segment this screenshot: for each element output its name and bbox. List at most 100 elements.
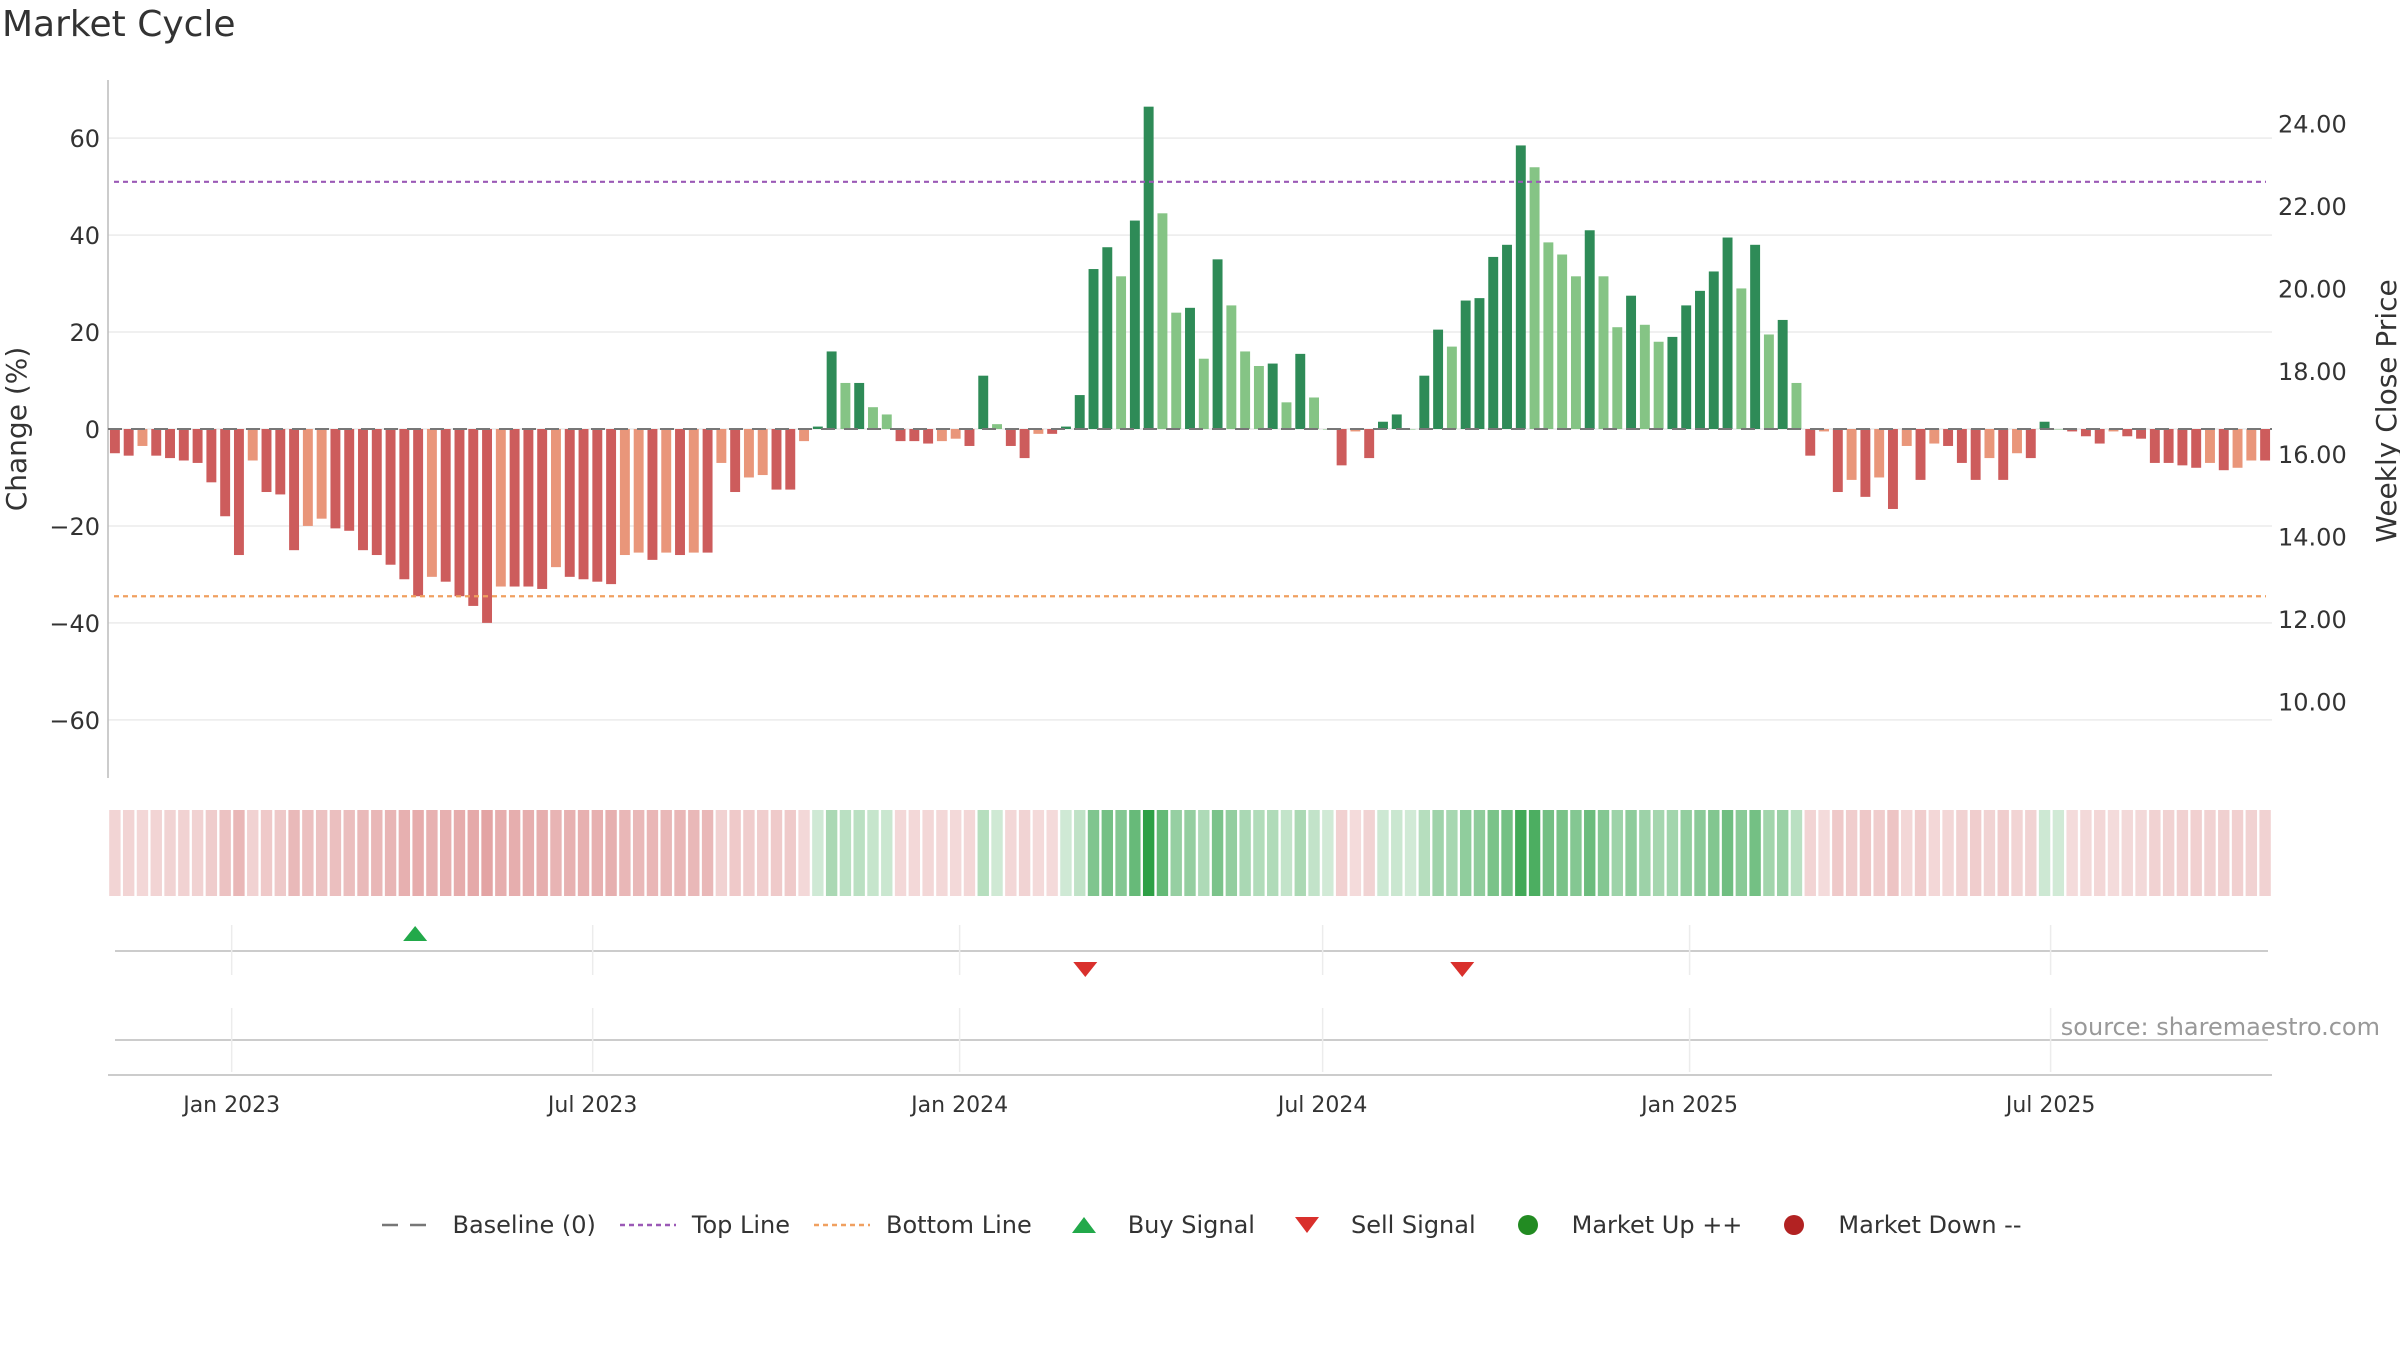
heat-cell (1776, 810, 1789, 896)
change-bar (1212, 259, 1223, 429)
change-bar (2149, 429, 2160, 463)
change-bar (1791, 382, 1802, 429)
heat-cell (825, 810, 838, 896)
change-bar (661, 429, 672, 553)
change-bar (978, 375, 989, 429)
change-bar (1005, 429, 1016, 446)
heat-cell (1749, 810, 1761, 896)
heat-cell (536, 810, 548, 896)
change-bar (1171, 312, 1182, 429)
change-bar (1915, 429, 1926, 480)
legend-label: Market Down -- (1838, 1211, 2022, 1239)
y-tick-label-right: 20.00 (2278, 276, 2347, 304)
heat-cell (1542, 810, 1555, 896)
heat-cell (674, 810, 686, 896)
chart-legend: Baseline (0) Top Line Bottom Line Buy Signa… (0, 1205, 2400, 1245)
chart-title: Market Cycle (2, 4, 236, 45)
heat-cell (288, 810, 300, 896)
change-bar (1929, 429, 1940, 444)
heat-cell (2259, 810, 2271, 896)
heat-cell (839, 810, 852, 896)
heat-cell (1694, 810, 1706, 896)
change-bar (840, 382, 851, 429)
heat-cell (591, 810, 604, 896)
change-bar (1157, 213, 1168, 429)
heat-cell (605, 810, 617, 896)
change-bar (261, 429, 272, 493)
change-bar (1887, 429, 1898, 509)
heat-cell (1046, 810, 1058, 896)
change-bar (468, 429, 479, 606)
change-bar (1626, 295, 1637, 429)
change-bar (1777, 319, 1788, 429)
change-bar (482, 429, 493, 623)
heat-cell (908, 810, 921, 896)
change-bar (192, 429, 203, 463)
change-bar (413, 429, 424, 597)
change-bar (233, 429, 244, 556)
change-bar (1750, 244, 1761, 429)
change-bar (358, 429, 368, 551)
change-bar (454, 429, 465, 597)
heat-cell (2038, 810, 2051, 896)
heat-cell (481, 810, 493, 896)
change-bar (1253, 365, 1264, 429)
heat-cell (1515, 810, 1527, 896)
heat-cell (743, 810, 755, 896)
change-bar (1584, 230, 1595, 429)
change-bar (1819, 429, 1830, 432)
heat-cell (1280, 810, 1293, 896)
x-tick-label: Jan 2023 (181, 1093, 280, 1118)
heat-cell (1308, 810, 1320, 896)
change-bar (992, 424, 1002, 429)
y-tick-label-left: −40 (49, 610, 100, 638)
heat-cell (1170, 810, 1182, 896)
change-bar (633, 429, 644, 553)
heat-cell (1969, 810, 1982, 896)
change-bar (1281, 402, 1292, 429)
change-bar (1901, 429, 1912, 446)
heat-cell (881, 810, 893, 896)
heat-cell (1198, 810, 1210, 896)
up-legend-swatch (1517, 1215, 1538, 1235)
legend-label: Buy Signal (1127, 1211, 1255, 1239)
change-bar (2205, 429, 2215, 463)
heat-cell (260, 810, 273, 896)
y-tick-label-right: 18.00 (2278, 358, 2347, 386)
heat-cell (1074, 810, 1086, 896)
change-bar (1364, 429, 1375, 459)
change-bar (1129, 220, 1140, 429)
change-bar (1832, 429, 1843, 493)
heat-cell (178, 810, 190, 896)
heat-cell (1267, 810, 1279, 896)
heat-cell (936, 810, 948, 896)
heat-cell (949, 810, 962, 896)
heat-cell (1942, 810, 1954, 896)
heat-cell (2135, 810, 2147, 896)
change-bar (151, 429, 162, 456)
change-bar (826, 351, 837, 429)
heat-cell (2094, 810, 2106, 896)
heat-cell (701, 810, 714, 896)
change-bar (1198, 358, 1209, 429)
heat-cell (150, 810, 162, 896)
heat-cell (122, 810, 135, 896)
change-bar (1433, 329, 1444, 429)
change-bar (1309, 397, 1320, 429)
x-tick-label: Jul 2023 (546, 1093, 638, 1118)
heat-cell (1018, 810, 1031, 896)
heat-cell (453, 810, 466, 896)
change-bar (923, 429, 934, 444)
heat-cell (564, 810, 576, 896)
x-tick-label: Jan 2025 (1639, 1093, 1738, 1118)
change-bar (1267, 363, 1278, 429)
heat-cell (274, 810, 286, 896)
y-axis-title-right: Weekly Close Price (2370, 279, 2400, 542)
change-bar (592, 429, 603, 582)
heat-cell (1790, 810, 1803, 896)
change-bar (1405, 429, 1416, 430)
heat-cell (384, 810, 397, 896)
heat-cell (247, 810, 259, 896)
heat-cell (991, 810, 1003, 896)
